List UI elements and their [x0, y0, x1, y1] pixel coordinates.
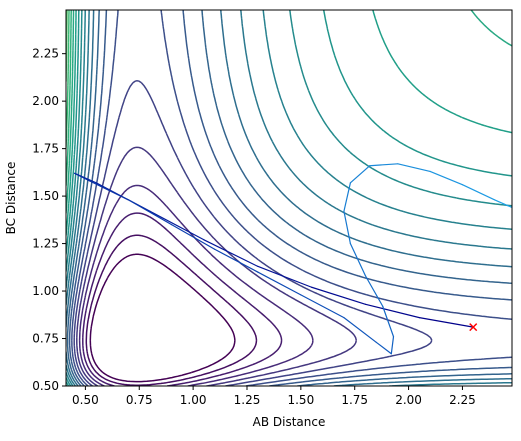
contour-level [66, 10, 70, 148]
trajectory-segment [127, 199, 173, 226]
y-tick-label: 0.50 [32, 379, 59, 393]
trajectory-segment [311, 286, 367, 305]
contour-level [66, 10, 512, 386]
trajectory-segment [214, 248, 259, 273]
y-tick-label: 1.50 [32, 189, 59, 203]
contour-level [82, 212, 283, 386]
y-tick-label: 1.75 [32, 142, 59, 156]
trajectory-segment [149, 210, 205, 241]
trajectory-segment [429, 170, 464, 186]
plot-frame [65, 9, 513, 387]
x-tick-label: 2.25 [449, 393, 476, 407]
contour-lines [66, 10, 512, 386]
contour-level [68, 10, 512, 386]
trajectory-segment [170, 223, 216, 250]
trajectory-path [74, 163, 512, 355]
x-tick-label: 1.75 [341, 393, 368, 407]
trajectory-segment [203, 239, 259, 267]
y-axis-label: BC Distance [4, 162, 18, 235]
start-marker [469, 323, 478, 332]
trajectory-segment [257, 271, 302, 296]
y-tick-label: 1.25 [32, 237, 59, 251]
x-tick-label: 0.50 [72, 393, 99, 407]
trajectory-segment [257, 265, 313, 288]
x-axis-label: AB Distance [253, 415, 326, 429]
contour-level [76, 146, 358, 386]
y-tick-label: 1.00 [32, 284, 59, 298]
x-tick-label: 1.25 [234, 393, 261, 407]
x-tick-label: 1.50 [287, 393, 314, 407]
x-tick-label: 0.75 [126, 393, 153, 407]
trajectory-segment [349, 165, 371, 184]
trajectory-segment [343, 210, 352, 245]
trajectory-segment [343, 182, 352, 212]
trajectory-segment [375, 341, 392, 355]
x-tick-label: 1.00 [180, 393, 207, 407]
y-tick-label: 0.75 [32, 332, 59, 346]
trajectory-segment [89, 180, 130, 201]
plot-background [66, 10, 512, 386]
trajectory-segment [343, 317, 377, 343]
contour-level [66, 10, 512, 386]
trajectory-segment [494, 199, 512, 209]
trajectory-segment [390, 336, 395, 355]
trajectory-segment [397, 163, 431, 173]
contour-level [85, 234, 258, 386]
y-axis-ticks: 0.50 0.75 1.00 1.25 1.50 1.75 2.00 2.25 [32, 47, 66, 393]
contour-level [89, 253, 236, 383]
contour-level [71, 10, 512, 386]
contour-level [73, 80, 433, 386]
x-tick-label: 2.00 [395, 393, 422, 407]
x-axis-ticks: 0.50 0.75 1.00 1.25 1.50 1.75 2.00 2.25 [72, 386, 476, 407]
y-tick-label: 2.25 [32, 47, 59, 61]
trajectory-segment [300, 294, 345, 319]
trajectory-segment [418, 317, 474, 328]
trajectory-segment [382, 305, 395, 338]
trajectory-segment [461, 184, 496, 201]
contour-level [66, 10, 512, 386]
contour-level [66, 10, 512, 386]
trajectory-segment [369, 163, 399, 167]
trajectory-segment [349, 242, 367, 277]
contour-level [66, 10, 512, 386]
y-tick-label: 2.00 [32, 94, 59, 108]
trajectory-segment [364, 303, 420, 319]
contour-level [66, 10, 512, 386]
trajectory-segment [364, 275, 384, 307]
trajectory-segment [74, 172, 91, 182]
marker-stroke [469, 323, 478, 332]
